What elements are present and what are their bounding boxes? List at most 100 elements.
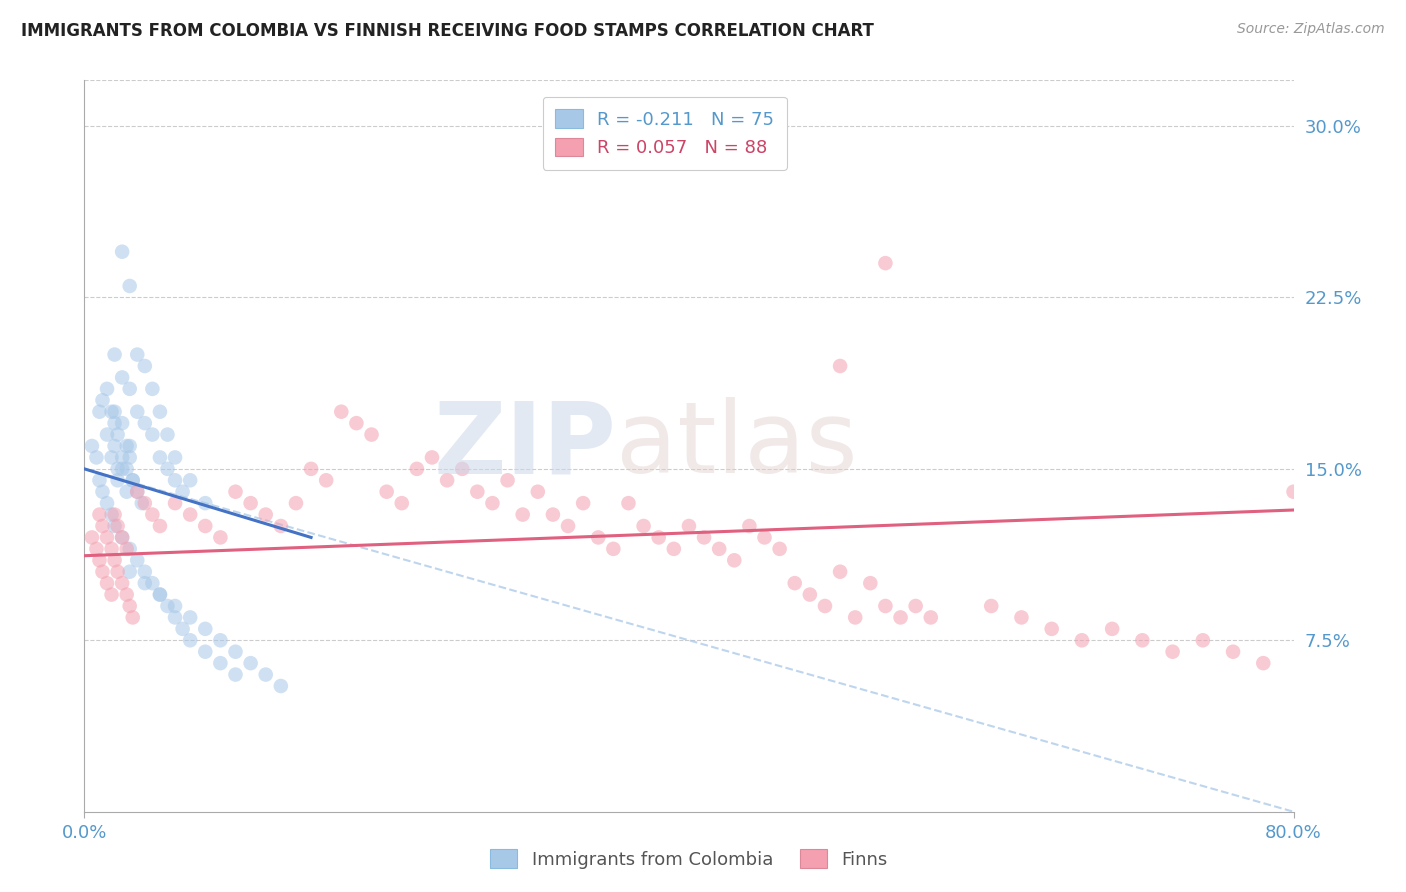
Point — [96, 382, 118, 396]
Point — [588, 530, 610, 544]
Point — [111, 530, 134, 544]
Point — [96, 496, 118, 510]
Point — [127, 484, 149, 499]
Point — [512, 508, 534, 522]
Point — [172, 622, 194, 636]
Point — [225, 484, 247, 499]
Point — [239, 496, 262, 510]
Point — [194, 622, 217, 636]
Point — [118, 599, 141, 613]
Point — [179, 473, 201, 487]
Point — [107, 519, 129, 533]
Point — [270, 519, 292, 533]
Point — [1101, 622, 1123, 636]
Point — [91, 484, 114, 499]
Point — [1253, 656, 1275, 670]
Text: IMMIGRANTS FROM COLOMBIA VS FINNISH RECEIVING FOOD STAMPS CORRELATION CHART: IMMIGRANTS FROM COLOMBIA VS FINNISH RECE… — [21, 22, 875, 40]
Text: ZIP: ZIP — [433, 398, 616, 494]
Point — [104, 553, 127, 567]
Point — [121, 473, 143, 487]
Point — [678, 130, 700, 145]
Point — [209, 633, 232, 648]
Text: atlas: atlas — [616, 398, 858, 494]
Point — [980, 599, 1002, 613]
Point — [100, 450, 122, 465]
Point — [481, 496, 503, 510]
Point — [165, 496, 187, 510]
Point — [572, 496, 595, 510]
Point — [111, 462, 134, 476]
Legend: Immigrants from Colombia, Finns: Immigrants from Colombia, Finns — [482, 842, 896, 876]
Point — [149, 405, 172, 419]
Point — [179, 610, 201, 624]
Point — [104, 347, 127, 362]
Point — [859, 576, 882, 591]
Point — [1071, 633, 1094, 648]
Point — [104, 508, 127, 522]
Point — [875, 256, 897, 270]
Point — [165, 610, 187, 624]
Point — [875, 599, 897, 613]
Point — [1040, 622, 1063, 636]
Point — [96, 530, 118, 544]
Point — [127, 484, 149, 499]
Point — [100, 541, 122, 556]
Point — [754, 530, 776, 544]
Point — [165, 450, 187, 465]
Point — [156, 599, 179, 613]
Point — [783, 576, 806, 591]
Point — [920, 610, 942, 624]
Point — [131, 496, 153, 510]
Point — [299, 462, 322, 476]
Point — [134, 496, 156, 510]
Point — [134, 416, 156, 430]
Point — [100, 405, 122, 419]
Point — [149, 450, 172, 465]
Point — [100, 588, 122, 602]
Point — [91, 393, 114, 408]
Point — [179, 508, 201, 522]
Point — [557, 519, 579, 533]
Point — [107, 462, 129, 476]
Point — [96, 576, 118, 591]
Point — [89, 508, 111, 522]
Point — [156, 462, 179, 476]
Point — [1282, 484, 1305, 499]
Point — [156, 427, 179, 442]
Point — [91, 519, 114, 533]
Point — [648, 530, 671, 544]
Point — [149, 588, 172, 602]
Point — [239, 656, 262, 670]
Point — [118, 279, 141, 293]
Point — [662, 541, 685, 556]
Point — [89, 473, 111, 487]
Point — [134, 565, 156, 579]
Point — [141, 576, 163, 591]
Point — [360, 427, 382, 442]
Point — [115, 439, 138, 453]
Point — [172, 484, 194, 499]
Point — [111, 370, 134, 384]
Point — [1011, 610, 1033, 624]
Point — [118, 382, 141, 396]
Point — [1161, 645, 1184, 659]
Point — [134, 576, 156, 591]
Point — [141, 427, 163, 442]
Point — [346, 416, 368, 430]
Text: Source: ZipAtlas.com: Source: ZipAtlas.com — [1237, 22, 1385, 37]
Point — [315, 473, 337, 487]
Point — [194, 519, 217, 533]
Point — [541, 508, 564, 522]
Point — [814, 599, 837, 613]
Point — [89, 405, 111, 419]
Point — [467, 484, 489, 499]
Point — [799, 588, 821, 602]
Point — [451, 462, 474, 476]
Point — [406, 462, 429, 476]
Point — [769, 541, 792, 556]
Point — [80, 439, 103, 453]
Point — [134, 359, 156, 373]
Point — [225, 667, 247, 681]
Point — [104, 405, 127, 419]
Point — [111, 576, 134, 591]
